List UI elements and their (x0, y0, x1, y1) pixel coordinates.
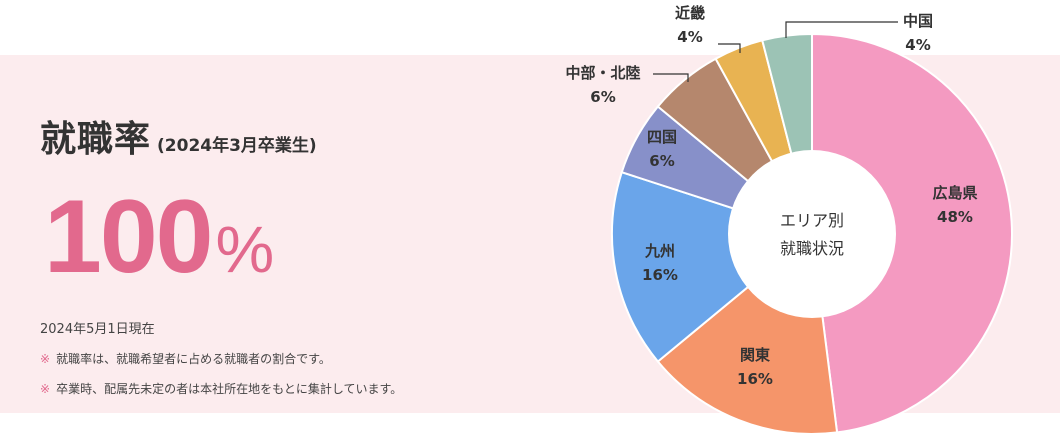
slice-value-label: 4% (677, 28, 702, 46)
pie-center-hole (728, 150, 896, 318)
slice-label: 中部・北陸 (565, 64, 640, 82)
leader-line (785, 21, 898, 38)
leader-line (653, 73, 689, 82)
leader-line (718, 43, 741, 53)
footnote: ※ 就職率は、就職希望者に占める就職者の割合です。 (40, 350, 331, 367)
employment-rate: 100% (44, 178, 274, 297)
footnote-mark: ※ (40, 382, 51, 396)
page-title: 就職率 (40, 119, 152, 160)
chart-center-label: エリア別 (780, 211, 844, 230)
rate-unit: % (215, 212, 275, 286)
slice-value-label: 6% (590, 88, 615, 106)
chart-center-label: 就職状況 (780, 239, 844, 258)
footnote-text: 卒業時、配属先未定の者は本社所在地をもとに集計しています。 (56, 382, 403, 396)
rate-value: 100 (44, 179, 214, 295)
slice-label: 九州 (644, 242, 675, 260)
slice-label: 四国 (647, 128, 677, 146)
footnote-mark: ※ (40, 352, 51, 366)
slice-value-label: 16% (642, 266, 678, 284)
headline: 就職率 (2024年3月卒業生) (40, 110, 317, 162)
slice-value-label: 4% (905, 36, 930, 54)
slice-label: 中国 (903, 12, 933, 30)
slice-value-label: 6% (649, 152, 674, 170)
slice-label: 近畿 (675, 4, 705, 22)
slice-value-label: 48% (937, 208, 973, 226)
as-of-date: 2024年5月1日現在 (40, 322, 155, 337)
footnote-text: 就職率は、就職希望者に占める就職者の割合です。 (56, 352, 331, 366)
slice-label: 広島県 (932, 184, 977, 202)
slice-label: 関東 (740, 346, 770, 364)
slice-value-label: 16% (737, 370, 773, 388)
footnote: ※ 卒業時、配属先未定の者は本社所在地をもとに集計しています。 (40, 380, 402, 397)
pie-slice (811, 32, 1013, 434)
page-subtitle: (2024年3月卒業生) (157, 136, 317, 156)
